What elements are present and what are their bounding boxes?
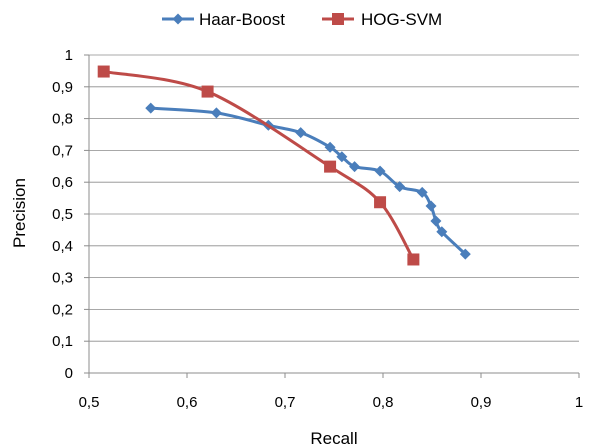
data-point: [436, 226, 448, 238]
data-point: [324, 141, 336, 153]
x-tick-label: 0,6: [177, 394, 198, 411]
x-tick-label: 1: [575, 394, 583, 411]
series-line: [150, 106, 467, 256]
data-series: [97, 65, 471, 266]
x-axis-title: Recall: [310, 429, 357, 448]
data-point: [430, 215, 442, 227]
x-tick-label: 0,7: [275, 394, 296, 411]
y-tick-label: 0,9: [52, 79, 73, 96]
x-tick-label: 0,5: [79, 394, 100, 411]
y-tick-label: 0,8: [52, 111, 73, 128]
legend-label: Haar-Boost: [199, 10, 285, 29]
data-point: [97, 65, 110, 78]
y-axis-title: Precision: [10, 178, 29, 248]
gridlines: [84, 54, 580, 378]
y-tick-label: 1: [65, 47, 73, 64]
legend-marker: [172, 13, 184, 25]
series-haar-boost: [145, 102, 471, 260]
data-point: [394, 181, 406, 193]
y-tick-label: 0,1: [52, 333, 73, 350]
x-tick-labels: 0,5 0,6 0,7 0,8 0,9 1: [79, 394, 584, 411]
data-point: [295, 127, 307, 139]
y-tick-label: 0,3: [52, 270, 73, 287]
axes: [88, 55, 579, 374]
series-line: [103, 70, 415, 261]
data-point: [374, 165, 386, 177]
data-point: [336, 151, 348, 163]
y-tick-label: 0,5: [52, 206, 73, 223]
data-point: [145, 102, 157, 114]
data-point: [210, 107, 222, 119]
legend: Haar-Boost HOG-SVM: [162, 10, 442, 29]
data-point: [324, 160, 337, 173]
y-tick-labels: 0 0,1 0,2 0,3 0,4 0,5 0,6 0,7 0,8 0,9 1: [52, 47, 73, 382]
y-tick-label: 0,2: [52, 301, 73, 318]
y-tick-label: 0,6: [52, 174, 73, 191]
y-tick-label: 0: [65, 365, 73, 382]
data-point: [349, 161, 361, 173]
legend-marker: [332, 13, 344, 25]
legend-item-hog-svm: HOG-SVM: [322, 10, 442, 29]
data-point: [407, 253, 420, 266]
data-point: [416, 186, 428, 198]
data-point: [425, 200, 437, 212]
x-tick-label: 0,8: [373, 394, 394, 411]
data-point: [459, 248, 471, 260]
legend-label: HOG-SVM: [361, 10, 442, 29]
data-point: [201, 85, 214, 98]
y-tick-label: 0,7: [52, 142, 73, 159]
legend-item-haar-boost: Haar-Boost: [162, 10, 285, 29]
x-tick-label: 0,9: [471, 394, 492, 411]
series-hog-svm: [97, 65, 420, 266]
data-point: [374, 196, 387, 209]
y-tick-label: 0,4: [52, 238, 73, 255]
